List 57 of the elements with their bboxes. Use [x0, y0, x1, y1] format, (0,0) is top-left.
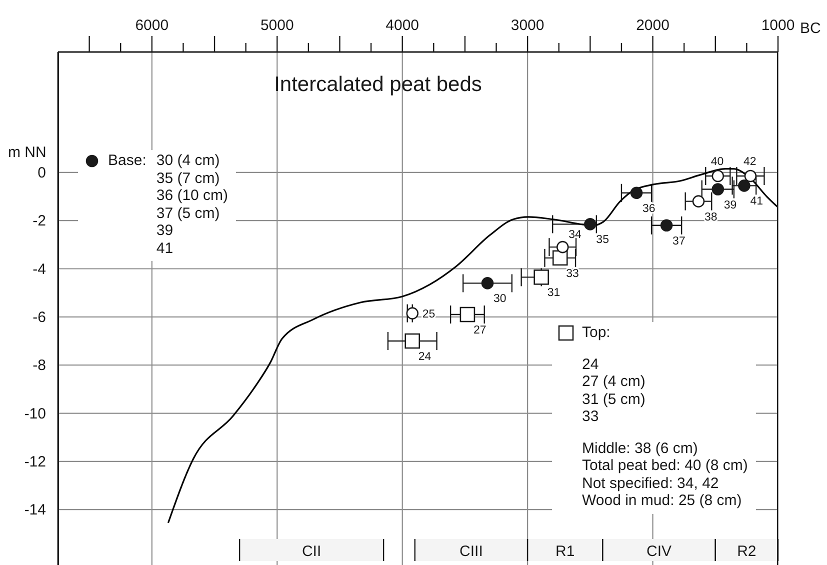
point	[692, 195, 705, 208]
point	[712, 183, 724, 196]
text: Intercalated peat beds	[273, 73, 483, 96]
band-label: R2	[737, 543, 756, 560]
annotation: 24	[418, 351, 432, 364]
y-tick-label: -10	[24, 405, 46, 422]
annotation: Middle: 38 (6 cm) Total peat bed: 40 (8 cm) Not specified: 34, 42 Wood in mud: 25 (8 cm)	[582, 440, 748, 510]
point	[460, 306, 476, 322]
point	[744, 170, 757, 182]
point	[712, 170, 724, 182]
y-tick-label: -12	[24, 453, 46, 470]
point	[660, 219, 673, 232]
point	[404, 333, 420, 349]
x-tick-label: 5000	[260, 17, 294, 34]
annotation: 39	[724, 199, 737, 212]
legend-label: Top:	[582, 324, 610, 342]
legend-label: Base:	[108, 152, 146, 170]
band-label: R1	[556, 543, 575, 560]
annotation: 24 27 (4 cm) 31 (5 cm) 33	[582, 356, 646, 426]
point	[584, 218, 596, 230]
annotation: 40	[710, 156, 724, 168]
annotation: 25	[422, 308, 436, 320]
x-axis-title: BC	[800, 20, 821, 38]
band-label: CIV	[646, 543, 672, 560]
annotation: 41	[750, 196, 763, 208]
y-tick-label: -4	[32, 260, 46, 278]
point	[534, 270, 549, 285]
x-tick-label: 2000	[636, 17, 670, 34]
band-label: CIII	[460, 543, 483, 560]
annotation: 33	[566, 268, 579, 280]
y-tick-label: -6	[32, 308, 46, 326]
y-tick-label: -2	[32, 212, 46, 230]
point	[556, 240, 569, 254]
annotation: 34	[568, 229, 582, 242]
point	[481, 277, 494, 290]
x-tick-label: 3000	[510, 17, 544, 34]
annotation: 31	[547, 287, 560, 300]
band-label: CII	[302, 543, 322, 560]
annotation: 30	[493, 293, 506, 306]
x-tick-label: 4000	[386, 17, 420, 34]
point	[630, 186, 643, 200]
y-tick-label: -14	[24, 502, 46, 519]
annotation: 35	[596, 234, 609, 246]
point	[738, 180, 750, 192]
y-tick-label: -8	[32, 357, 46, 374]
annotation: 38	[704, 211, 718, 224]
point	[552, 250, 568, 266]
annotation: 37	[672, 235, 686, 248]
point	[406, 307, 419, 320]
x-tick-label: 6000	[135, 17, 169, 34]
x-tick-label: 1000	[761, 17, 795, 34]
y-axis-title: m NN	[8, 144, 46, 162]
annotation: 27	[473, 324, 486, 337]
annotation: 36	[642, 202, 656, 215]
annotation: 42	[743, 156, 756, 168]
y-tick-label: 0	[38, 164, 46, 182]
annotation: 30 (4 cm) 35 (7 cm) 36 (10 cm) 37 (5 cm) 39 41	[156, 152, 228, 257]
